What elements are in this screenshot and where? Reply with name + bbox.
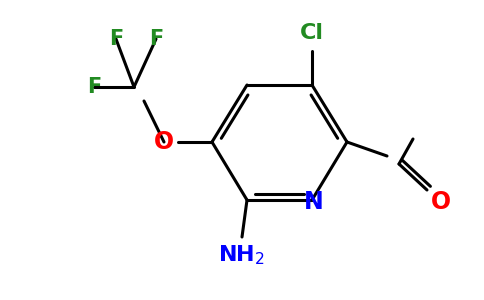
Text: N: N xyxy=(304,190,324,214)
Text: F: F xyxy=(87,77,101,97)
Text: NH$_2$: NH$_2$ xyxy=(218,243,266,267)
Text: Cl: Cl xyxy=(300,23,324,43)
Text: F: F xyxy=(149,29,163,49)
Text: O: O xyxy=(154,130,174,154)
Text: F: F xyxy=(109,29,123,49)
Text: O: O xyxy=(431,190,451,214)
